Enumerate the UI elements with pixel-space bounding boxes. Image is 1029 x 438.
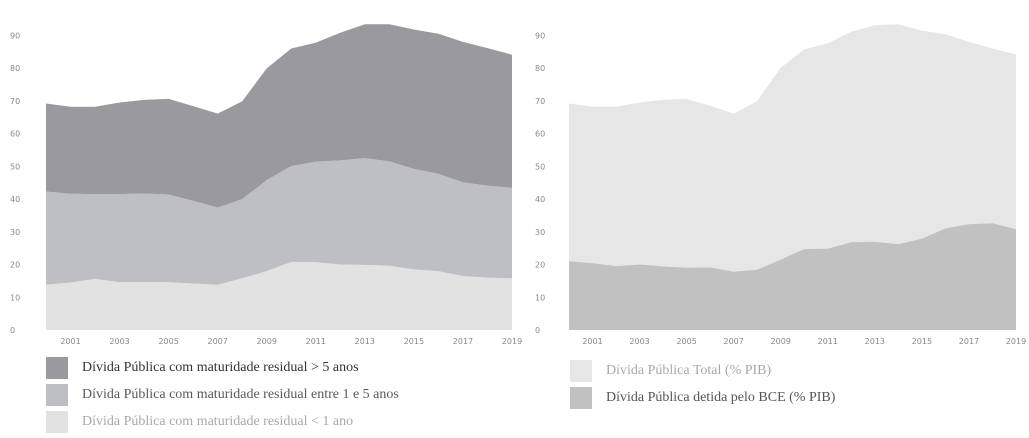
left-chart-area-divida-publica-com-maturidade-residual-entre-1-e-5-anos	[46, 158, 512, 285]
legend-item-ecb-held-debt: Dívida Pública detida pelo BCE (% PIB)	[570, 387, 835, 409]
left-chart-x-tick-2007: 2007	[208, 337, 228, 346]
legend-item-total-debt: Dívida Pública Total (% PIB)	[570, 360, 835, 382]
right-chart-y-tick-50: 50	[535, 162, 545, 171]
right-chart-y-tick-80: 80	[535, 64, 545, 73]
right-chart-x-tick-2011: 2011	[818, 337, 838, 346]
legend-swatch-1-to-5-years	[46, 384, 68, 406]
right-chart-x-tick-2013: 2013	[865, 337, 885, 346]
right-chart-x-tick-2019: 2019	[1006, 337, 1026, 346]
left-chart-x-tick-2019: 2019	[502, 337, 522, 346]
right-chart-y-tick-10: 10	[535, 293, 545, 302]
left-chart-x-tick-2005: 2005	[158, 337, 178, 346]
legend-label-over-5-years: Dívida Pública com maturidade residual >…	[82, 360, 359, 375]
left-chart-y-tick-50: 50	[10, 162, 20, 171]
maturity-stacked-area-chart: 0 10 20 30 40 50 60 70 80 90 2001 2003 2005 2007 2009 2…	[10, 24, 522, 346]
legend-label-under-1-year: Dívida Pública com maturidade residual <…	[82, 414, 354, 429]
left-chart-y-tick-30: 30	[10, 228, 20, 237]
left-chart-x-tick-2017: 2017	[453, 337, 473, 346]
right-chart-x-tick-2003: 2003	[629, 337, 649, 346]
left-chart-y-tick-70: 70	[10, 97, 20, 106]
right-chart-y-tick-30: 30	[535, 228, 545, 237]
right-chart-y-tick-60: 60	[535, 130, 545, 139]
left-chart-y-tick-90: 90	[10, 31, 20, 40]
right-chart-y-tick-20: 20	[535, 261, 545, 270]
right-chart-x-tick-2015: 2015	[912, 337, 932, 346]
legend-label-ecb-held-debt: Dívida Pública detida pelo BCE (% PIB)	[606, 390, 836, 405]
left-chart-y-tick-0: 0	[10, 326, 15, 335]
left-chart-x-tick-2011: 2011	[306, 337, 326, 346]
right-chart-x-tick-2001: 2001	[582, 337, 602, 346]
right-chart-x-tick-2017: 2017	[959, 337, 979, 346]
left-chart-x-tick-2009: 2009	[257, 337, 277, 346]
right-chart-y-tick-90: 90	[535, 31, 545, 40]
right-chart-y-tick-0: 0	[535, 326, 540, 335]
right-chart-x-tick-2005: 2005	[676, 337, 696, 346]
legend-label-total-debt: Dívida Pública Total (% PIB)	[606, 363, 772, 378]
left-chart-area-divida-publica-com-maturidade-residual-1-ano	[46, 261, 512, 330]
left-chart-x-tick-2003: 2003	[109, 337, 129, 346]
right-chart-area-divida-publica-detida-pelo-bce-pib	[569, 223, 1016, 330]
left-chart-y-tick-10: 10	[10, 293, 20, 302]
legend-left: Dívida Pública com maturidade residual >…	[46, 357, 399, 438]
legend-label-1-to-5-years: Dívida Pública com maturidade residual e…	[82, 387, 399, 402]
legend-swatch-over-5-years	[46, 357, 68, 379]
left-chart-x-tick-2001: 2001	[60, 337, 80, 346]
legend-item-1-to-5-years: Dívida Pública com maturidade residual e…	[46, 384, 399, 406]
right-chart-y-tick-40: 40	[535, 195, 545, 204]
legend-swatch-total-debt	[570, 360, 592, 382]
left-chart-x-tick-2013: 2013	[355, 337, 375, 346]
legend-item-over-5-years: Dívida Pública com maturidade residual >…	[46, 357, 399, 379]
legend-swatch-ecb-held-debt	[570, 387, 592, 409]
legend-swatch-under-1-year	[46, 411, 68, 433]
left-chart-y-tick-80: 80	[10, 64, 20, 73]
left-chart-x-tick-2015: 2015	[404, 337, 424, 346]
left-chart-y-tick-40: 40	[10, 195, 20, 204]
legend-right: Dívida Pública Total (% PIB) Dívida Públ…	[570, 360, 835, 414]
ecb-holdings-area-chart: 0 10 20 30 40 50 60 70 80 90 2001 2003 2005 2007 2009 2…	[535, 24, 1026, 346]
right-chart-y-tick-70: 70	[535, 97, 545, 106]
left-chart-area-divida-publica-com-maturidade-residual-5-anos	[46, 24, 512, 208]
right-chart-x-tick-2007: 2007	[724, 337, 744, 346]
legend-item-under-1-year: Dívida Pública com maturidade residual <…	[46, 411, 399, 433]
right-chart-x-tick-2009: 2009	[771, 337, 791, 346]
left-chart-y-tick-60: 60	[10, 130, 20, 139]
left-chart-y-tick-20: 20	[10, 261, 20, 270]
